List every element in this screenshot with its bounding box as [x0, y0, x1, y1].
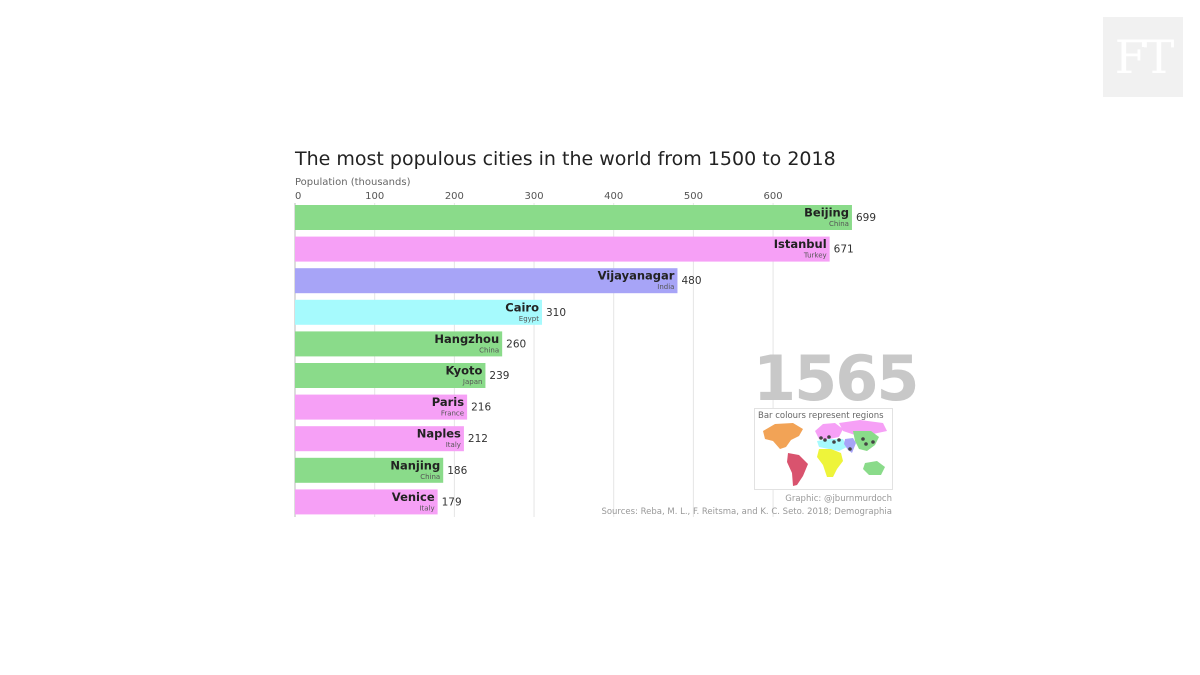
map-city-dot: [861, 437, 865, 441]
map-region-africa: [817, 449, 843, 477]
x-tick-label: 400: [604, 191, 623, 202]
ft-logo-text: FT: [1114, 30, 1175, 84]
bar: [295, 331, 503, 357]
bar-city-label: Beijing: [804, 206, 849, 220]
bar: [295, 363, 486, 388]
map-city-dot: [871, 440, 875, 444]
bar-city-label: Hangzhou: [434, 332, 499, 346]
bar-city-label: Vijayanagar: [598, 269, 675, 283]
map-region-south-america: [787, 453, 808, 486]
bar-value-label: 186: [447, 465, 467, 477]
x-tick-labels: 0 100 200 300 400 500 600: [295, 191, 783, 202]
bar-city-label: Nanjing: [390, 458, 440, 472]
map-city-dot: [827, 435, 831, 439]
x-tick-label: 600: [764, 191, 783, 202]
graphic-credit: Graphic: @jburnmurdoch: [785, 494, 892, 504]
bar-country-label: France: [441, 410, 464, 418]
map-region-oceania: [863, 461, 885, 475]
bar-city-label: Cairo: [505, 300, 539, 314]
bar-country-label: China: [420, 473, 440, 481]
map-region-north-america: [763, 423, 803, 449]
map-city-dot: [832, 440, 836, 444]
legend-label: Bar colours represent regions: [758, 411, 884, 421]
bar-country-label: Italy: [446, 441, 461, 449]
bar-value-label: 216: [471, 402, 491, 414]
x-tick-label: 300: [524, 191, 543, 202]
bar-value-label: 239: [489, 370, 509, 382]
bar-country-label: China: [479, 346, 499, 354]
bar: [295, 236, 830, 262]
map-city-dot: [823, 438, 827, 442]
map-region-europe: [815, 423, 843, 439]
bar: [295, 394, 468, 420]
region-legend: Bar colours represent regions: [754, 408, 893, 490]
bar-country-label: Egypt: [519, 315, 539, 323]
bar: [295, 205, 852, 230]
map-city-dot: [848, 447, 852, 451]
bar-value-label: 671: [834, 244, 854, 256]
bar: [295, 426, 464, 452]
bar: [295, 457, 444, 483]
year-label: 1565: [753, 342, 920, 415]
sources-note: Sources: Reba, M. L., F. Reitsma, and K.…: [601, 507, 892, 517]
axis-label: Population (thousands): [295, 177, 411, 188]
map-region-east-asia: [853, 431, 879, 451]
map-city-dot: [837, 438, 841, 442]
bar-value-label: 480: [681, 275, 701, 287]
bar: [295, 299, 543, 325]
map-city-dot: [819, 436, 823, 440]
map-region-northern-asia: [839, 420, 887, 435]
x-tick-label: 200: [445, 191, 464, 202]
x-tick-label: 500: [684, 191, 703, 202]
chart-title: The most populous cities in the world fr…: [295, 148, 836, 170]
bar-country-label: India: [657, 283, 674, 291]
bar-city-label: Naples: [417, 427, 461, 441]
bar-city-label: Paris: [432, 395, 464, 409]
bar-country-label: Japan: [462, 378, 483, 386]
ft-logo: FT: [1103, 17, 1183, 97]
x-tick-label: 100: [365, 191, 384, 202]
bar-city-label: Kyoto: [445, 364, 482, 378]
map-region-middle-east: [817, 439, 847, 451]
x-tick-label: 0: [295, 191, 301, 202]
bar-country-label: Turkey: [803, 252, 827, 260]
bar-city-label: Istanbul: [774, 237, 827, 251]
bar-value-label: 179: [442, 496, 462, 508]
map-city-dot: [864, 442, 868, 446]
bar-city-label: Venice: [392, 490, 435, 504]
world-map-icon: [763, 420, 887, 486]
bar-value-label: 260: [506, 338, 526, 350]
bar: [295, 268, 678, 294]
bar-value-label: 699: [856, 212, 876, 224]
bar-value-label: 310: [546, 307, 566, 319]
bar-value-label: 212: [468, 433, 488, 445]
bar-country-label: Italy: [419, 504, 434, 512]
bar: [295, 489, 438, 515]
bar-country-label: China: [829, 220, 849, 228]
map-region-south-asia: [844, 438, 856, 453]
